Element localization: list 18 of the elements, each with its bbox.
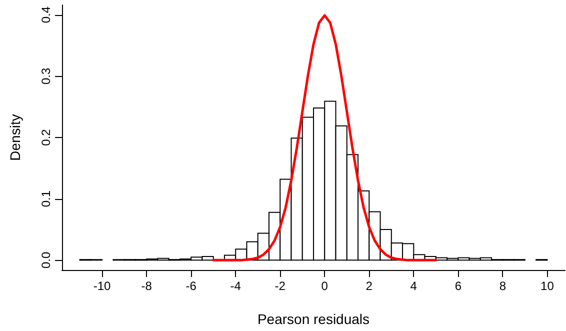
x-tick-label: -10 (93, 279, 112, 293)
x-axis-title: Pearson residuals (257, 311, 370, 327)
y-tick-label: 0.0 (39, 252, 53, 269)
x-tick-label: -6 (186, 279, 197, 293)
x-tick-label: -4 (230, 279, 242, 293)
x-tick-label: -8 (141, 279, 152, 293)
x-tick-label: 4 (410, 279, 418, 293)
y-tick-label: 0.2 (39, 128, 53, 146)
x-tick-label: 10 (540, 279, 554, 293)
y-axis-title: Density (7, 114, 23, 161)
y-tick-label: 0.3 (39, 67, 53, 84)
x-tick-label: 2 (366, 279, 373, 293)
x-tick-label: 8 (499, 279, 506, 293)
y-tick-label: 0.1 (39, 190, 53, 208)
y-tick-label: 0.4 (39, 6, 53, 24)
x-tick-label: 6 (454, 279, 462, 293)
x-tick-label: 0 (321, 279, 328, 293)
x-tick-label: -2 (274, 279, 286, 293)
